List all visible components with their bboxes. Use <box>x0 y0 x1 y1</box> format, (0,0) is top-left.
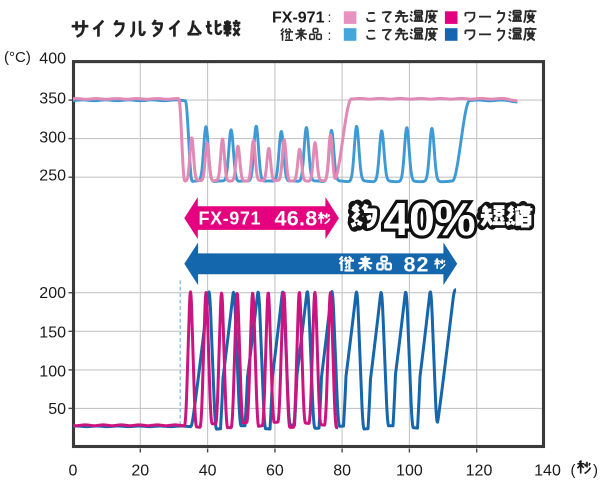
svg-text:0: 0 <box>69 463 78 480</box>
svg-text:FX-971: FX-971 <box>272 9 325 26</box>
svg-text:(°C): (°C) <box>4 49 31 66</box>
svg-text:40%: 40% <box>384 193 476 245</box>
svg-text:100: 100 <box>396 463 423 480</box>
svg-text:150: 150 <box>39 325 66 342</box>
svg-text:FX-971: FX-971 <box>199 209 262 229</box>
svg-text:120: 120 <box>466 463 493 480</box>
svg-text:200: 200 <box>39 285 66 302</box>
svg-text:100: 100 <box>39 363 66 380</box>
svg-text:40: 40 <box>199 463 217 480</box>
svg-text:250: 250 <box>39 168 66 185</box>
svg-text:82: 82 <box>404 252 430 276</box>
svg-text:60: 60 <box>266 463 284 480</box>
svg-text:400: 400 <box>39 51 66 68</box>
svg-text:): ) <box>593 462 598 479</box>
svg-text:80: 80 <box>333 463 351 480</box>
svg-text:140: 140 <box>534 463 561 480</box>
svg-text:300: 300 <box>39 130 66 147</box>
svg-text:40%: 40% <box>384 193 476 245</box>
svg-text::: : <box>328 9 332 25</box>
svg-text:(: ( <box>571 462 576 479</box>
svg-text::: : <box>328 27 332 43</box>
svg-text:50: 50 <box>48 401 66 418</box>
svg-text:20: 20 <box>131 463 149 480</box>
svg-text:46.8: 46.8 <box>275 207 318 231</box>
svg-text:350: 350 <box>39 91 66 108</box>
